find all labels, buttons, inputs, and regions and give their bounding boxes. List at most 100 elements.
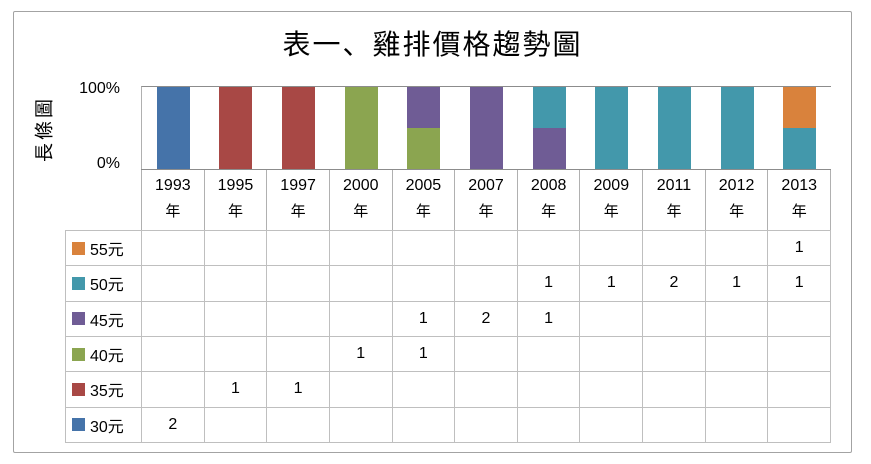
value-cell-2008-50元: 1 — [517, 266, 581, 302]
bar-2013 — [783, 87, 817, 169]
bar-segment-2009-50元 — [595, 87, 629, 169]
bar-segment-2013-50元 — [783, 128, 817, 169]
bar-slot-2012 — [706, 87, 769, 169]
category-unit-label: 年 — [541, 204, 557, 220]
value-cell-2005-45元: 1 — [392, 301, 456, 337]
value-cell-1993-30元: 2 — [142, 407, 205, 443]
series-row-label-45元: 45元 — [66, 301, 142, 337]
category-unit-label: 年 — [165, 204, 181, 220]
y-axis-tick-0: 0% — [96, 155, 120, 172]
category-unit-label: 年 — [603, 204, 619, 220]
category-year-label: 1993 — [155, 177, 191, 194]
value-cell-2011-50元: 2 — [643, 266, 706, 302]
value-cell-2000-45元 — [329, 301, 393, 337]
bar-segment-2008-45元 — [532, 128, 566, 169]
value-cell-1997-45元 — [267, 301, 330, 337]
value-cell-1995-45元 — [204, 301, 268, 337]
legend-swatch-35元 — [72, 382, 85, 396]
series-name-label: 30元 — [90, 418, 124, 436]
value-cell-2011-35元 — [643, 372, 706, 408]
value-cell-2009-50元: 1 — [580, 266, 644, 302]
data-table: 55元 1 50元 1 1 2 1 1 45元 1 2 1 40元 1 1 35元 1 1 30元 2 — [65, 230, 831, 443]
value-cell-2009-55元 — [580, 231, 644, 267]
series-row-label-50元: 50元 — [66, 266, 142, 302]
bar-slot-2011 — [643, 87, 706, 169]
category-unit-label: 年 — [791, 204, 807, 220]
value-cell-2012-35元 — [705, 372, 769, 408]
series-name-label: 50元 — [90, 277, 124, 295]
bar-slot-2000 — [330, 87, 393, 169]
bar-segment-2011-50元 — [657, 87, 691, 169]
bar-slot-2005 — [393, 87, 456, 169]
value-cell-1993-40元 — [142, 336, 205, 373]
category-cell-2000: 2000 年 — [328, 170, 392, 230]
legend-swatch-45元 — [72, 312, 85, 326]
value-cell-2013-40元 — [768, 336, 831, 373]
series-name-label: 45元 — [90, 312, 124, 330]
value-cell-2013-50元: 1 — [768, 266, 831, 302]
category-year-label: 2000 — [342, 177, 379, 194]
value-cell-2007-50元 — [455, 266, 518, 302]
bar-slot-2009 — [580, 87, 643, 169]
category-cell-2012: 2012 年 — [704, 170, 768, 230]
category-cell-1993: 1993 年 — [141, 170, 204, 230]
bar-2000 — [344, 87, 378, 169]
value-cell-1993-55元 — [142, 231, 205, 267]
category-year-label: 1997 — [280, 177, 316, 194]
legend-swatch-55元 — [72, 241, 85, 255]
value-cell-2008-30元 — [517, 407, 581, 443]
value-cell-1993-35元 — [142, 372, 205, 408]
value-cell-2005-30元 — [392, 407, 456, 443]
category-cell-2009: 2009 年 — [579, 170, 642, 230]
category-cell-2007: 2007 年 — [454, 170, 517, 230]
series-name-label: 35元 — [90, 383, 124, 401]
bar-slot-2013 — [768, 87, 831, 169]
value-cell-1997-55元 — [267, 231, 330, 267]
value-cell-2009-45元 — [580, 301, 644, 337]
bar-segment-2007-45元 — [470, 87, 504, 169]
bar-segment-1997-35元 — [282, 87, 316, 169]
value-cell-2012-50元: 1 — [705, 266, 769, 302]
value-cell-2005-50元 — [392, 266, 456, 302]
value-cell-1995-50元 — [204, 266, 268, 302]
category-cell-1995: 1995 年 — [203, 170, 267, 230]
bar-segment-2000-40元 — [344, 87, 378, 169]
value-cell-2008-45元: 1 — [517, 301, 581, 337]
value-cell-1995-55元 — [204, 231, 268, 267]
value-cell-2005-40元: 1 — [392, 336, 456, 373]
value-cell-2008-40元 — [517, 336, 581, 373]
series-row-label-40元: 40元 — [66, 336, 142, 373]
series-name-label: 55元 — [90, 242, 124, 260]
value-cell-2000-40元: 1 — [329, 336, 393, 373]
value-cell-2000-55元 — [329, 231, 393, 267]
category-axis: 1993 年 1995 年 1997 年 2000 年 2005 年 2007 年 2008 年 2009 年… — [141, 169, 832, 230]
category-year-label: 2009 — [593, 177, 630, 194]
category-year-label: 2005 — [405, 177, 442, 194]
value-cell-2007-45元: 2 — [455, 301, 518, 337]
value-cell-2000-30元 — [329, 407, 393, 443]
bar-1997 — [282, 87, 316, 169]
value-cell-2011-55元 — [643, 231, 706, 267]
value-cell-1995-40元 — [204, 336, 268, 373]
value-cell-2008-35元 — [517, 372, 581, 408]
category-cell-2005: 2005 年 — [391, 170, 455, 230]
bar-2008 — [532, 87, 566, 169]
bar-2009 — [595, 87, 629, 169]
category-year-label: 2013 — [781, 177, 818, 194]
category-year-label: 2011 — [656, 177, 692, 194]
bar-2012 — [720, 87, 754, 169]
value-cell-2007-30元 — [455, 407, 518, 443]
bar-slot-1995 — [205, 87, 268, 169]
category-year-label: 2008 — [530, 177, 567, 194]
category-unit-label: 年 — [478, 204, 494, 220]
category-cell-1997: 1997 年 — [266, 170, 329, 230]
value-cell-1993-45元 — [142, 301, 205, 337]
category-unit-label: 年 — [290, 204, 306, 220]
value-cell-1997-30元 — [267, 407, 330, 443]
category-year-label: 2012 — [718, 177, 755, 194]
value-cell-1993-50元 — [142, 266, 205, 302]
series-row-label-35元: 35元 — [66, 372, 142, 408]
category-year-label: 1995 — [217, 177, 254, 194]
chart-frame: 表一、雞排價格趨勢圖 長條圖 100% 0% 1993 年 1995 年 1997 年 20… — [13, 11, 852, 453]
value-cell-2013-45元 — [768, 301, 831, 337]
